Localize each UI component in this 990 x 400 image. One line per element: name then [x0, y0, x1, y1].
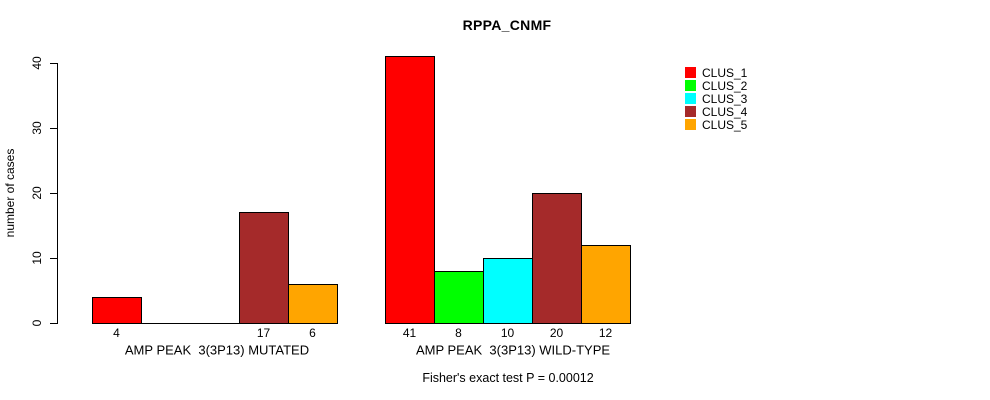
chart-title: RPPA_CNMF — [462, 17, 552, 33]
y-axis-tick — [50, 323, 57, 324]
legend-label: CLUS_5 — [702, 118, 748, 133]
y-axis-line — [57, 63, 58, 324]
legend-swatch-clus_4 — [685, 106, 696, 118]
fisher-test-annotation: Fisher's exact test P = 0.00012 — [422, 371, 594, 385]
y-axis-tick — [50, 128, 57, 129]
y-axis-tick-label: 10 — [30, 251, 44, 265]
bar-clus_5 — [288, 284, 338, 324]
y-axis-title: number of cases — [3, 148, 17, 238]
legend-label: CLUS_4 — [702, 105, 748, 120]
bar-clus_1 — [92, 297, 142, 324]
x-category-label-wildtype: AMP PEAK 3(3P13) WILD-TYPE — [415, 342, 611, 358]
bar-value-label: 17 — [256, 326, 271, 340]
bar-clus_1 — [385, 56, 435, 324]
bar-value-label: 12 — [598, 326, 613, 340]
legend-item-clus_3: CLUS_3 — [685, 91, 755, 106]
legend-item-clus_5: CLUS_5 — [685, 118, 755, 133]
legend-swatch-clus_2 — [685, 79, 696, 91]
y-axis-tick-label: 40 — [30, 56, 44, 70]
y-axis-tick-label: 20 — [30, 186, 44, 200]
group-baseline — [92, 323, 337, 324]
y-axis-tick-label: 30 — [30, 121, 44, 135]
x-category-label-mutated: AMP PEAK 3(3P13) MUTATED — [124, 342, 310, 358]
legend-item-clus_4: CLUS_4 — [685, 105, 755, 120]
bar-value-label: 20 — [549, 326, 564, 340]
bar-clus_4 — [532, 193, 582, 324]
bar-clus_5 — [581, 245, 631, 324]
bar-value-label: 10 — [500, 326, 515, 340]
bar-value-label: 8 — [455, 326, 462, 340]
legend-label: CLUS_3 — [702, 91, 748, 106]
legend-label: CLUS_2 — [702, 78, 748, 93]
legend-label: CLUS_1 — [702, 65, 748, 80]
legend-swatch-clus_1 — [685, 66, 696, 78]
bar-value-label: 41 — [402, 326, 417, 340]
bar-clus_2 — [434, 271, 484, 324]
y-axis-tick-label: 0 — [30, 319, 44, 327]
bar-clus_3 — [483, 258, 533, 324]
y-axis-tick — [50, 258, 57, 259]
legend-item-clus_1: CLUS_1 — [685, 65, 755, 80]
bar-value-label: 4 — [113, 326, 120, 340]
bar-clus_4 — [239, 212, 289, 324]
y-axis-tick — [50, 193, 57, 194]
legend-swatch-clus_3 — [685, 92, 696, 104]
legend-swatch-clus_5 — [685, 119, 696, 131]
y-axis-tick — [50, 63, 57, 64]
legend-item-clus_2: CLUS_2 — [685, 78, 755, 93]
bar-value-label: 6 — [309, 326, 316, 340]
